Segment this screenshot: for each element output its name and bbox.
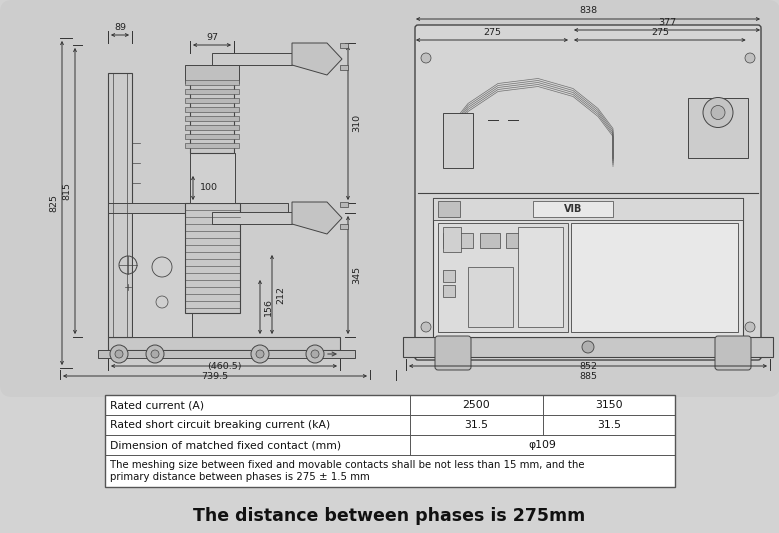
Circle shape: [421, 322, 431, 332]
Circle shape: [251, 345, 269, 363]
Bar: [533, 232, 551, 247]
Text: primary distance between phases is 275 ± 1.5 mm: primary distance between phases is 275 ±…: [110, 472, 370, 482]
Circle shape: [256, 350, 264, 358]
FancyBboxPatch shape: [715, 336, 751, 370]
Bar: [438, 200, 460, 216]
Text: 739.5: 739.5: [202, 372, 228, 381]
Bar: [108, 337, 340, 350]
Bar: [185, 98, 239, 103]
Text: Rated current (A): Rated current (A): [110, 400, 204, 410]
Bar: [185, 143, 239, 148]
FancyBboxPatch shape: [415, 25, 761, 360]
Bar: [185, 134, 239, 139]
Text: (460.5): (460.5): [206, 362, 241, 371]
Text: 275: 275: [650, 28, 669, 37]
Bar: [433, 198, 743, 337]
Bar: [108, 73, 132, 337]
Circle shape: [421, 53, 431, 63]
Bar: [185, 65, 239, 83]
Bar: [98, 350, 355, 358]
Circle shape: [582, 341, 594, 353]
FancyBboxPatch shape: [435, 336, 471, 370]
Text: Dimension of matched fixed contact (mm): Dimension of matched fixed contact (mm): [110, 440, 341, 450]
Bar: [340, 43, 348, 48]
Bar: [340, 224, 348, 229]
Text: 345: 345: [352, 266, 361, 284]
Text: 838: 838: [579, 6, 597, 15]
Bar: [443, 227, 461, 252]
Circle shape: [110, 345, 128, 363]
Text: 2500: 2500: [463, 400, 490, 410]
Circle shape: [115, 350, 123, 358]
Text: 275: 275: [483, 28, 501, 37]
Bar: [443, 112, 473, 167]
Bar: [185, 203, 240, 313]
Bar: [340, 202, 348, 207]
Bar: [443, 232, 473, 247]
Text: 31.5: 31.5: [464, 420, 488, 430]
Text: The distance between phases is 275mm: The distance between phases is 275mm: [193, 507, 585, 525]
Circle shape: [711, 106, 725, 119]
Circle shape: [306, 345, 324, 363]
Text: VIB: VIB: [564, 204, 582, 214]
Bar: [185, 116, 239, 121]
Bar: [190, 83, 234, 153]
Circle shape: [703, 98, 733, 127]
Bar: [480, 232, 500, 247]
Text: 100: 100: [200, 183, 218, 192]
Circle shape: [146, 345, 164, 363]
Polygon shape: [292, 202, 342, 234]
Polygon shape: [292, 43, 342, 75]
Bar: [443, 285, 455, 297]
Text: 31.5: 31.5: [597, 420, 621, 430]
Bar: [212, 212, 292, 224]
Text: 89: 89: [114, 23, 126, 32]
Circle shape: [745, 53, 755, 63]
Text: Rated short circuit breaking current (kA): Rated short circuit breaking current (kA…: [110, 420, 330, 430]
Bar: [438, 222, 568, 332]
Text: 3150: 3150: [595, 400, 622, 410]
Bar: [185, 80, 239, 85]
Bar: [533, 200, 613, 216]
Circle shape: [745, 322, 755, 332]
Bar: [468, 267, 513, 327]
Text: 815: 815: [62, 182, 71, 200]
Bar: [185, 125, 239, 130]
Bar: [185, 89, 239, 94]
Bar: [443, 270, 455, 282]
Text: 310: 310: [352, 114, 361, 132]
Text: 97: 97: [206, 33, 218, 42]
Bar: [518, 227, 563, 327]
Bar: [212, 53, 292, 65]
Text: 377: 377: [658, 18, 676, 27]
Circle shape: [311, 350, 319, 358]
Bar: [340, 65, 348, 70]
Text: 885: 885: [579, 372, 597, 381]
Bar: [506, 232, 526, 247]
Text: 212: 212: [276, 286, 285, 304]
Bar: [688, 98, 748, 157]
Circle shape: [151, 350, 159, 358]
Text: The meshing size between fixed and movable contacts shall be not less than 15 mm: The meshing size between fixed and movab…: [110, 460, 584, 470]
Bar: [433, 198, 743, 220]
Bar: [185, 107, 239, 112]
Text: 825: 825: [49, 194, 58, 212]
Text: φ109: φ109: [528, 440, 556, 450]
Text: 156: 156: [264, 298, 273, 316]
Bar: [105, 395, 675, 487]
Bar: [108, 203, 288, 213]
FancyBboxPatch shape: [0, 0, 779, 397]
Bar: [190, 153, 235, 203]
Text: 852: 852: [579, 362, 597, 371]
Bar: [132, 213, 192, 337]
Bar: [403, 337, 773, 357]
Bar: [571, 222, 738, 332]
